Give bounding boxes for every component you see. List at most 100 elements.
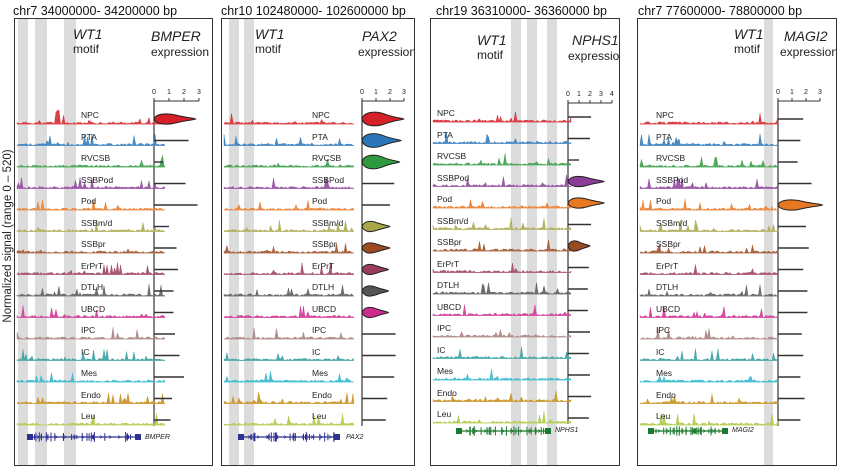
- signal-track: [639, 413, 779, 426]
- gene-strand-arrow: [117, 435, 122, 439]
- gene-strand-arrow: [328, 435, 333, 439]
- signal-track: [639, 198, 779, 211]
- gene-strand-arrow: [319, 435, 324, 439]
- gene-strand-arrow: [81, 435, 86, 439]
- gene-expression-title: PAX2: [362, 28, 397, 44]
- gene-strand-arrow: [99, 435, 104, 439]
- gene-track-label: BMPER: [145, 434, 170, 441]
- gene-expression-title: MAGI2: [784, 28, 828, 44]
- axis-tick-label: 3: [818, 89, 822, 96]
- signal-track: [639, 374, 779, 383]
- cell-type-label: Leu: [437, 409, 452, 419]
- gene-strand-arrow: [483, 429, 488, 433]
- cell-type-label: IPC: [437, 323, 452, 333]
- gene-strand-arrow: [675, 429, 680, 433]
- motif-site-band: [511, 19, 521, 465]
- cell-type-label: NPC: [437, 108, 455, 118]
- gene-exon: [334, 434, 340, 440]
- gene-exon: [135, 434, 141, 440]
- signal-track: [639, 264, 779, 275]
- cell-type-label: Mes: [437, 366, 454, 376]
- cell-type-label: ErPrT: [81, 260, 104, 271]
- gene-strand-arrow: [501, 429, 506, 433]
- gene-strand-arrow: [247, 435, 252, 439]
- motif-sub-label: motif: [734, 42, 761, 56]
- panel-1-title: chr7 34000000- 34200000 bp: [13, 4, 178, 18]
- cell-type-label: UBCD: [437, 301, 462, 312]
- signal-track: [223, 327, 355, 340]
- y-axis-label-text: Normalized signal (range 0 – 520): [2, 149, 14, 323]
- signal-track: [223, 284, 355, 297]
- cell-type-label: Pod: [656, 196, 672, 206]
- gene-exon: [238, 434, 244, 440]
- cell-type-label: Mes: [312, 368, 329, 378]
- cell-type-label: SSBPod: [81, 174, 114, 185]
- gene-track-label: PAX2: [346, 434, 364, 441]
- expression-label: expression: [780, 45, 837, 59]
- expression-violin: [567, 175, 605, 188]
- signal-track: [639, 175, 779, 189]
- gene-strand-arrow: [474, 429, 479, 433]
- cell-type-label: Pod: [437, 194, 453, 204]
- gene-strand-arrow: [108, 435, 113, 439]
- signal-track: [432, 282, 572, 295]
- cell-type-label: DTLH: [656, 282, 679, 292]
- panel-4-title: chr7 77600000- 78800000 bp: [638, 4, 803, 18]
- cell-type-label: SSBPod: [437, 172, 470, 183]
- cell-type-label: SSBm/d: [437, 215, 469, 226]
- panel-nphs1: WT1 motif NPHS1 expression NPC PTA RVCSB SS…: [430, 18, 620, 466]
- gene-strand-arrow: [465, 429, 470, 433]
- signal-track: [432, 239, 572, 252]
- cell-type-label: Pod: [81, 196, 97, 206]
- cell-type-label: Endo: [656, 389, 676, 400]
- signal-track: [639, 243, 779, 254]
- signal-track: [16, 220, 165, 232]
- panel-2-title: chr10 102480000- 102600000 bp: [221, 4, 406, 18]
- motif-label: WT1: [73, 26, 103, 42]
- motif-site-band: [35, 19, 47, 465]
- expression-violin: [361, 263, 390, 276]
- gene-strand-arrow: [310, 435, 315, 439]
- gene-strand-arrow: [90, 435, 95, 439]
- motif-label: WT1: [477, 32, 507, 48]
- signal-track: [639, 284, 779, 297]
- motif-sub-label: motif: [255, 42, 282, 56]
- cell-type-label: UBCD: [312, 303, 337, 314]
- motif-site-band: [64, 19, 76, 465]
- cell-type-label: SSBm/d: [656, 217, 688, 228]
- gene-strand-arrow: [657, 429, 662, 433]
- axis-tick-label: 0: [776, 89, 780, 96]
- gene-strand-arrow: [256, 435, 261, 439]
- expression-violin: [361, 285, 390, 297]
- axis-tick-label: 0: [566, 91, 570, 98]
- gene-exon: [27, 434, 33, 440]
- panel-magi2: WT1 motif MAGI2 expression NPC PTA RVCSB SS…: [637, 18, 837, 466]
- cell-type-label: NPC: [312, 110, 330, 120]
- gene-strand-arrow: [537, 429, 542, 433]
- expression-violin: [567, 197, 605, 209]
- signal-track: [16, 262, 166, 275]
- gene-strand-arrow: [519, 429, 524, 433]
- expression-violin: [361, 133, 402, 148]
- signal-track: [639, 394, 779, 404]
- cell-type-label: SSBm/d: [81, 217, 113, 228]
- expression-violin: [361, 220, 391, 233]
- axis-tick-label: 3: [197, 89, 201, 96]
- gene-strand-arrow: [36, 435, 41, 439]
- signal-track: [223, 134, 354, 146]
- signal-track: [16, 199, 166, 211]
- motif-site-band: [244, 19, 254, 465]
- expression-violin: [361, 111, 405, 127]
- cell-type-label: IC: [437, 344, 446, 355]
- cell-type-label: IC: [312, 346, 321, 357]
- axis-tick-label: 1: [167, 89, 171, 96]
- signal-track: [639, 157, 779, 168]
- signal-track: [432, 346, 572, 359]
- cell-type-label: Leu: [656, 411, 671, 421]
- motif-site-band: [527, 19, 537, 465]
- cell-type-label: DTLH: [437, 280, 460, 290]
- gene-strand-arrow: [666, 429, 671, 433]
- gene-strand-arrow: [684, 429, 689, 433]
- signal-track: [223, 413, 355, 426]
- motif-site-band: [764, 19, 773, 465]
